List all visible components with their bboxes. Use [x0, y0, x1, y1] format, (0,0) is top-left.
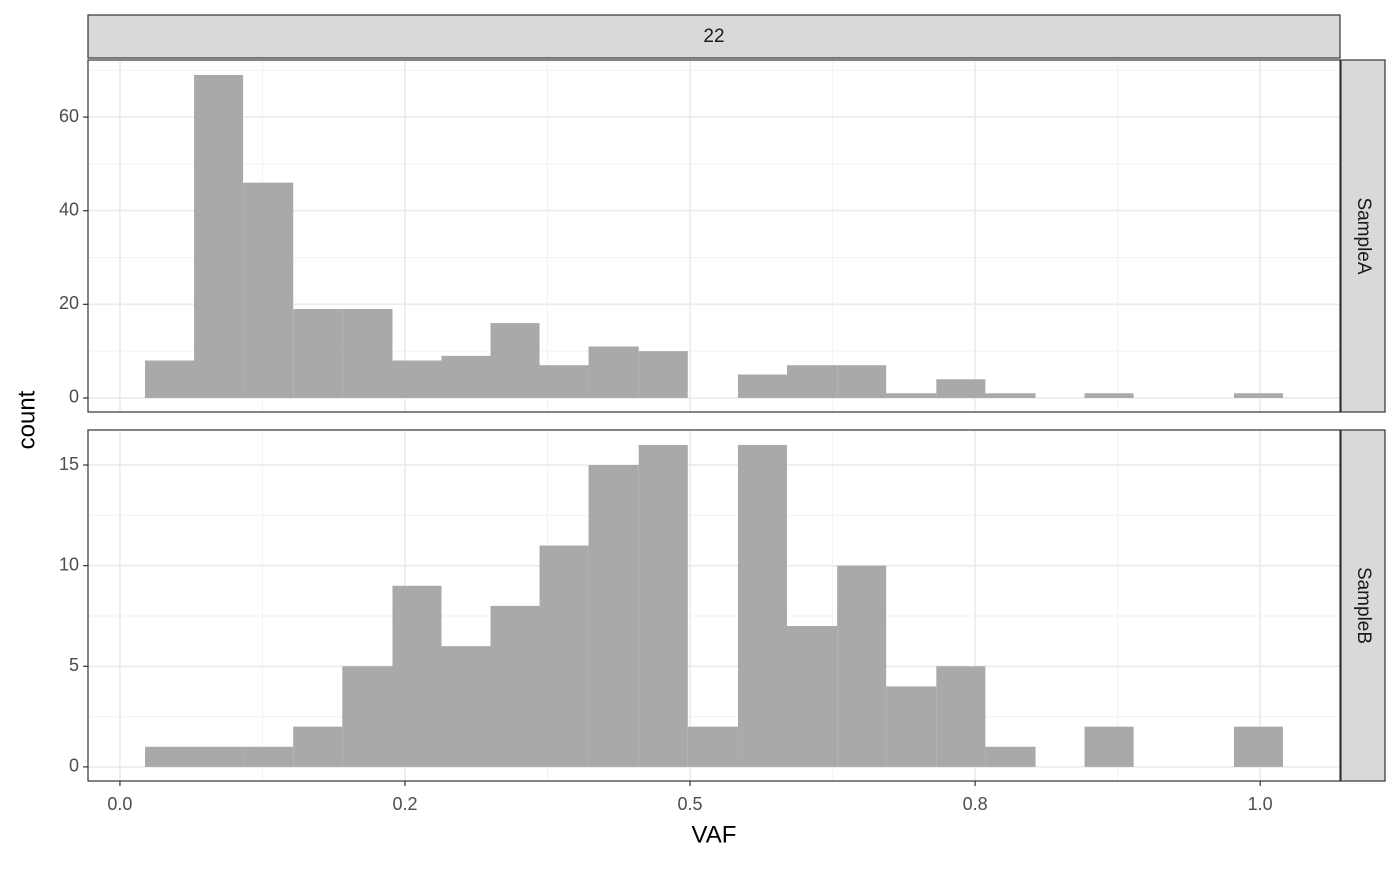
histogram-bar: [588, 465, 639, 767]
histogram-bar: [342, 666, 393, 767]
histogram-bar: [1233, 393, 1283, 398]
facet-strip: [1340, 59, 1386, 413]
histogram-bar: [392, 585, 442, 767]
x-tick-label: 1.0: [1248, 794, 1273, 814]
facet-label: 22: [703, 26, 724, 47]
histogram-bar: [837, 365, 887, 398]
histogram-bar: [837, 565, 887, 767]
histogram-bar: [194, 746, 244, 767]
histogram-bar: [588, 346, 639, 398]
x-tick-label: 0.8: [963, 794, 988, 814]
y-tick-label: 5: [69, 655, 79, 675]
y-tick-label: 10: [59, 554, 79, 574]
histogram-bar: [293, 309, 343, 398]
histogram-bar: [392, 360, 442, 398]
x-tick-label: 0.5: [678, 794, 703, 814]
histogram-bar: [490, 605, 540, 767]
histogram-bar: [441, 355, 491, 398]
histogram-bar: [638, 351, 688, 398]
histogram-bar: [1233, 726, 1283, 767]
histogram-bar: [441, 646, 491, 767]
panel-background: [88, 430, 1340, 781]
y-tick-label: 60: [59, 106, 79, 126]
histogram-bar: [243, 182, 294, 398]
histogram-bar: [737, 374, 787, 398]
y-tick-label: 15: [59, 454, 79, 474]
histogram-bar: [886, 686, 937, 767]
x-tick-label: 0.0: [107, 794, 132, 814]
histogram-bar: [293, 726, 343, 767]
histogram-bar: [737, 444, 787, 767]
histogram-bar: [687, 726, 738, 767]
panel-border: [87, 59, 1341, 413]
histogram-bar: [490, 323, 540, 398]
histogram-bar: [786, 626, 838, 767]
y-tick-label: 0: [69, 387, 79, 407]
histogram-bar: [985, 393, 1036, 398]
facet-strip: [87, 14, 1341, 59]
facet-strip: [1340, 429, 1386, 782]
histogram-bar: [194, 74, 244, 398]
histogram-bar: [145, 746, 195, 767]
histogram-bar: [936, 666, 986, 767]
facet-label: SampleA: [1353, 197, 1374, 274]
histogram-bar: [886, 393, 937, 398]
y-tick-label: 20: [59, 293, 79, 313]
x-axis-label: VAF: [692, 821, 737, 848]
histogram-bar: [638, 444, 688, 767]
y-tick-label: 0: [69, 756, 79, 776]
y-axis-label: count: [13, 390, 40, 449]
histogram-bar: [1084, 726, 1134, 767]
histogram-bar: [145, 360, 195, 398]
histogram-bar: [1084, 393, 1134, 398]
histogram-bar: [539, 365, 589, 398]
panel-border: [87, 429, 1341, 782]
histogram-bar: [243, 746, 294, 767]
facet-label: SampleB: [1353, 567, 1374, 644]
histogram-bar: [342, 309, 393, 398]
histogram-bar: [936, 379, 986, 398]
histogram-bar: [985, 746, 1036, 767]
x-tick-label: 0.2: [392, 794, 417, 814]
histogram-bar: [786, 365, 838, 398]
histogram-bar: [539, 545, 589, 767]
y-tick-label: 40: [59, 199, 79, 219]
